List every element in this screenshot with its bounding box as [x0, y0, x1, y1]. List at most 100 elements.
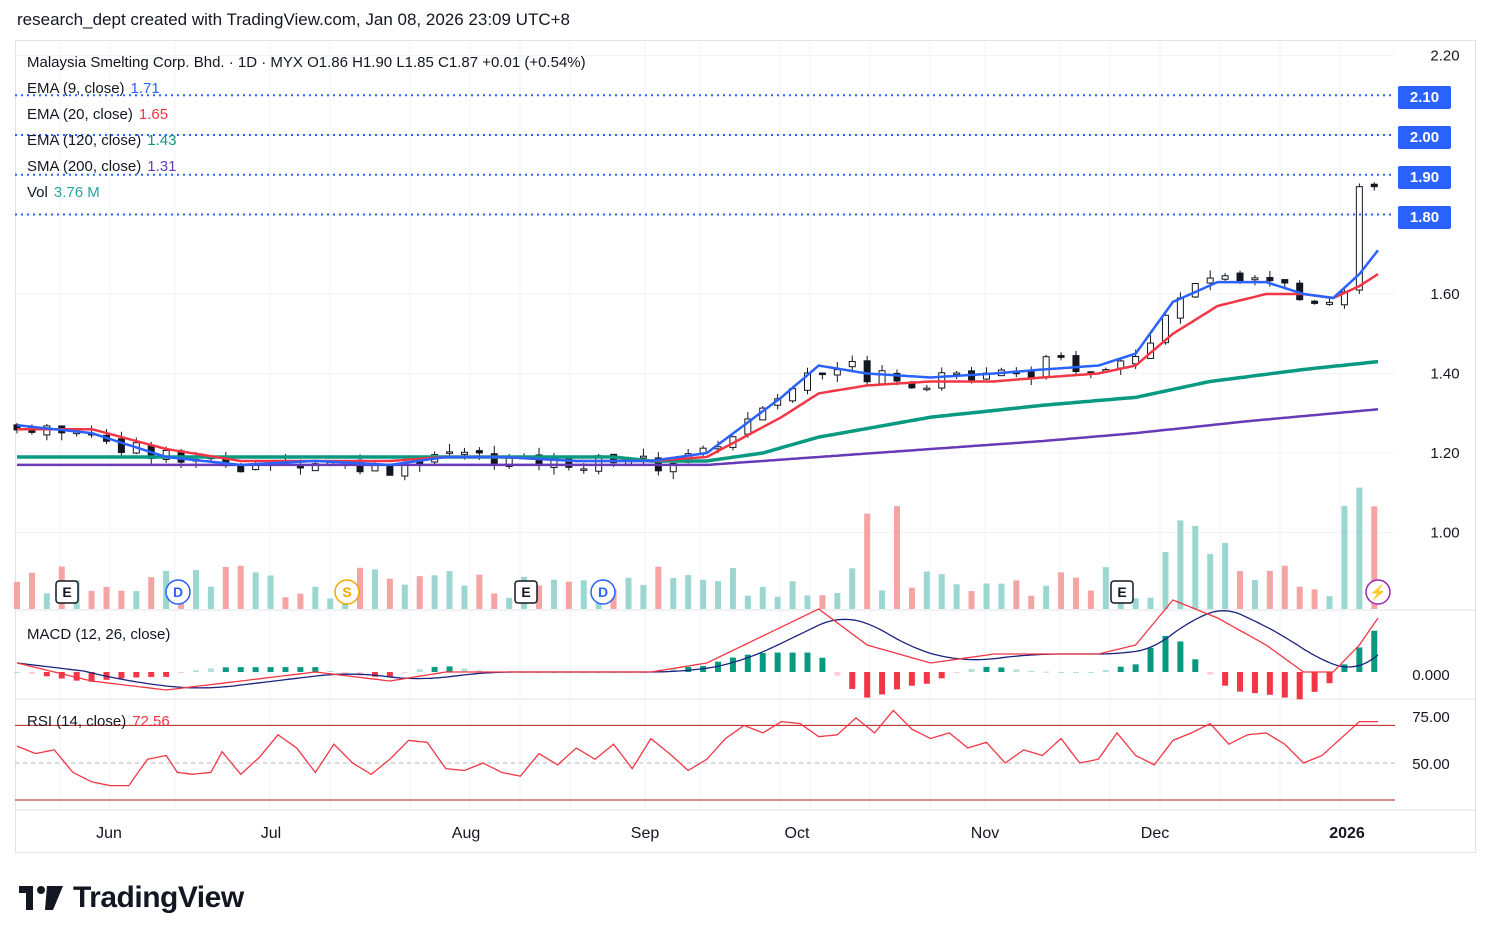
candle-down — [1311, 300, 1319, 304]
macd-histogram-bar — [1058, 672, 1065, 673]
macd-histogram-bar — [1102, 670, 1109, 672]
candle-down — [475, 450, 483, 454]
macd-histogram-bar — [118, 672, 125, 679]
volume-bar — [476, 574, 483, 609]
candle-up — [1206, 277, 1214, 284]
macd-histogram-bar — [1326, 672, 1333, 684]
volume-bar — [715, 581, 722, 609]
volume-bar — [1013, 580, 1020, 609]
macd-histogram-bar — [864, 672, 871, 698]
price-axis-tick: 1.00 — [1430, 525, 1459, 542]
price-badge-1-90: 1.90 — [1398, 166, 1451, 189]
volume-bar — [1043, 585, 1050, 609]
chart-credit-header: research_dept created with TradingView.c… — [17, 10, 570, 29]
volume-bar — [819, 595, 826, 609]
earnings-marker-box — [514, 580, 538, 604]
volume-bar — [700, 579, 707, 609]
volume-bar — [1326, 596, 1333, 609]
volume-bar — [1102, 567, 1109, 609]
volume-bar — [1296, 586, 1303, 609]
event-marker-circle — [334, 579, 360, 605]
event-marker-label: ⚡ — [1369, 584, 1386, 601]
macd-histogram-bar — [222, 667, 229, 672]
candle-down — [117, 438, 125, 453]
time-axis-label: Nov — [971, 825, 999, 842]
candle-up — [1176, 297, 1184, 319]
volume-bar — [506, 597, 513, 609]
ema20-legend: EMA (20, close) 1.65 — [27, 106, 169, 123]
volume-bar — [267, 575, 274, 609]
candle-up — [1355, 186, 1363, 291]
volume-bar — [386, 578, 393, 609]
macd-histogram-bar — [163, 672, 170, 677]
macd-histogram-bar — [312, 667, 319, 672]
macd-histogram-bar — [1087, 672, 1094, 673]
candle-down — [1370, 183, 1378, 188]
candle-up — [953, 372, 961, 376]
tradingview-logo-icon — [19, 886, 63, 910]
macd-histogram-bar — [1162, 635, 1169, 672]
volume-bar — [1341, 505, 1348, 609]
macd-histogram-bar — [1207, 672, 1214, 675]
time-axis-label: Jul — [261, 825, 281, 842]
footer-brand: TradingView — [73, 881, 244, 914]
macd-pane: 0.000 — [14, 599, 1450, 700]
rsi-value: 72.56 — [132, 713, 170, 730]
candle-up — [639, 455, 647, 459]
event-marker-4: D — [590, 579, 616, 605]
event-marker-label: D — [598, 584, 608, 600]
macd-histogram-bar — [207, 668, 214, 672]
macd-histogram-bar — [88, 672, 95, 682]
ema9-legend: EMA (9, close) 1.71 — [27, 80, 160, 97]
macd-histogram-bar — [1177, 641, 1184, 672]
volume-bar — [804, 595, 811, 609]
price-axis: 2.20 1.60 1.40 1.20 1.00 — [1430, 48, 1459, 542]
candle-up — [1221, 275, 1229, 280]
macd-histogram-bar — [1132, 664, 1139, 672]
macd-histogram-bar — [729, 657, 736, 672]
candle-down — [863, 360, 871, 383]
macd-histogram-bar — [14, 672, 20, 673]
candle-up — [1132, 356, 1140, 365]
rsi-pane: 75.00 50.00 — [15, 709, 1450, 801]
macd-histogram-bar — [1117, 666, 1124, 672]
volume-bar — [416, 576, 423, 609]
volume-bar — [133, 591, 140, 609]
volume-bar — [953, 584, 960, 609]
volume-bar — [923, 571, 930, 609]
volume-bar — [550, 579, 557, 609]
time-axis-label: Aug — [452, 825, 480, 842]
event-marker-3: E — [514, 580, 538, 604]
candle-up — [669, 462, 677, 473]
event-marker-label: E — [62, 584, 71, 600]
volume-bar — [938, 574, 945, 609]
rsi-axis-tick: 75.00 — [1412, 709, 1450, 726]
macd-histogram-bar — [670, 668, 677, 672]
tradingview-footer: TradingView — [17, 880, 244, 916]
macd-histogram-bar — [1222, 672, 1229, 686]
macd-histogram-bar — [759, 653, 766, 672]
volume-bar — [357, 567, 364, 609]
macd-histogram-bar — [968, 669, 975, 672]
volume-bar — [252, 572, 259, 609]
macd-histogram-bar — [446, 666, 453, 672]
volume-bar — [207, 586, 214, 609]
macd-histogram-bar — [1251, 672, 1258, 694]
volume-bar — [222, 566, 229, 609]
candle-up — [833, 369, 841, 376]
volume-bar — [297, 593, 304, 609]
macd-histogram-bar — [461, 668, 468, 672]
candle-down — [893, 372, 901, 382]
ema120-legend: EMA (120, close) 1.43 — [27, 132, 177, 149]
candle-down — [296, 465, 304, 469]
event-marker-2: S — [334, 579, 360, 605]
volume-bar — [192, 570, 199, 609]
candle-down — [1266, 276, 1274, 282]
macd-histogram-bar — [1371, 630, 1378, 672]
event-marker-label: S — [342, 584, 351, 600]
event-marker-label: E — [521, 584, 530, 600]
candle-up — [848, 360, 856, 368]
macd-axis-tick: 0.000 — [1412, 667, 1450, 684]
volume-bar — [1072, 577, 1079, 609]
